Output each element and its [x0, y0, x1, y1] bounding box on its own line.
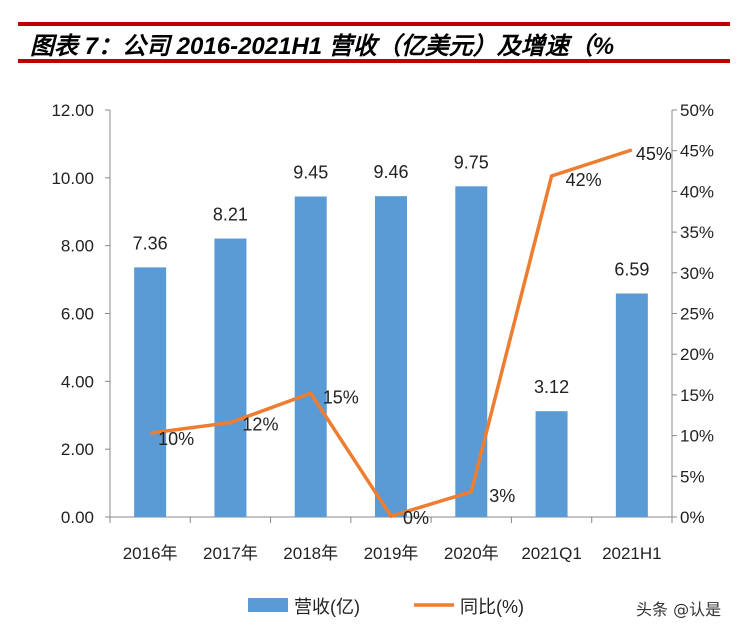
line-label: 10%: [158, 429, 194, 449]
right-tick-label: 50%: [680, 101, 714, 120]
bottom-rule: [18, 59, 730, 63]
bar-label: 9.75: [454, 152, 489, 172]
left-tick-label: 12.00: [51, 101, 94, 120]
line-label: 45%: [636, 144, 672, 164]
left-tick-label: 10.00: [51, 169, 94, 188]
bar: [134, 267, 167, 517]
line-label: 3%: [489, 486, 515, 506]
line-label: 42%: [566, 170, 602, 190]
bar-label: 9.45: [293, 162, 328, 182]
bar: [535, 411, 568, 517]
right-tick-label: 15%: [680, 386, 714, 405]
right-tick-label: 0%: [680, 508, 705, 527]
x-tick-label: 2017年: [203, 544, 258, 563]
bar: [455, 186, 488, 517]
line-label: 12%: [242, 415, 278, 435]
bar-label: 7.36: [133, 233, 168, 253]
right-tick-label: 35%: [680, 223, 714, 242]
growth-line: [149, 148, 633, 519]
bar-label: 6.59: [614, 259, 649, 279]
x-tick-label: 2020年: [444, 544, 499, 563]
left-tick-label: 4.00: [61, 372, 94, 391]
bar-label: 9.46: [373, 162, 408, 182]
x-tick-label: 2016年: [123, 544, 178, 563]
bar-label: 3.12: [534, 377, 569, 397]
bar: [375, 196, 407, 518]
chart-title: 图表 7：公司 2016-2021H1 营收（亿美元）及增速（%: [30, 33, 615, 60]
x-tick-label: 2018年: [283, 544, 338, 563]
bar: [214, 238, 247, 517]
left-tick-label: 6.00: [61, 305, 94, 324]
bar-label: 8.21: [213, 205, 248, 225]
right-tick-label: 40%: [680, 182, 714, 201]
right-tick-label: 5%: [680, 467, 705, 486]
x-tick-label: 2021Q1: [521, 544, 582, 563]
watermark: 头条 @认是: [636, 600, 722, 619]
left-tick-label: 0.00: [61, 508, 94, 527]
line-label: 0%: [403, 508, 429, 528]
left-tick-label: 2.00: [61, 440, 94, 459]
right-tick-label: 45%: [680, 142, 714, 161]
bar: [615, 293, 648, 517]
right-tick-label: 20%: [680, 345, 714, 364]
legend-swatch-bar: [248, 598, 288, 612]
right-tick-label: 10%: [680, 427, 714, 446]
right-tick-label: 25%: [680, 305, 714, 324]
left-tick-label: 8.00: [61, 237, 94, 256]
legend-label-line: 同比(%): [460, 597, 524, 617]
legend-label-bar: 营收(亿): [294, 597, 360, 617]
bar: [294, 196, 327, 518]
x-tick-label: 2019年: [364, 544, 419, 563]
line-label: 15%: [323, 387, 359, 407]
top-rule: [18, 22, 730, 26]
x-tick-label: 2021H1: [602, 544, 662, 563]
right-tick-label: 30%: [680, 264, 714, 283]
